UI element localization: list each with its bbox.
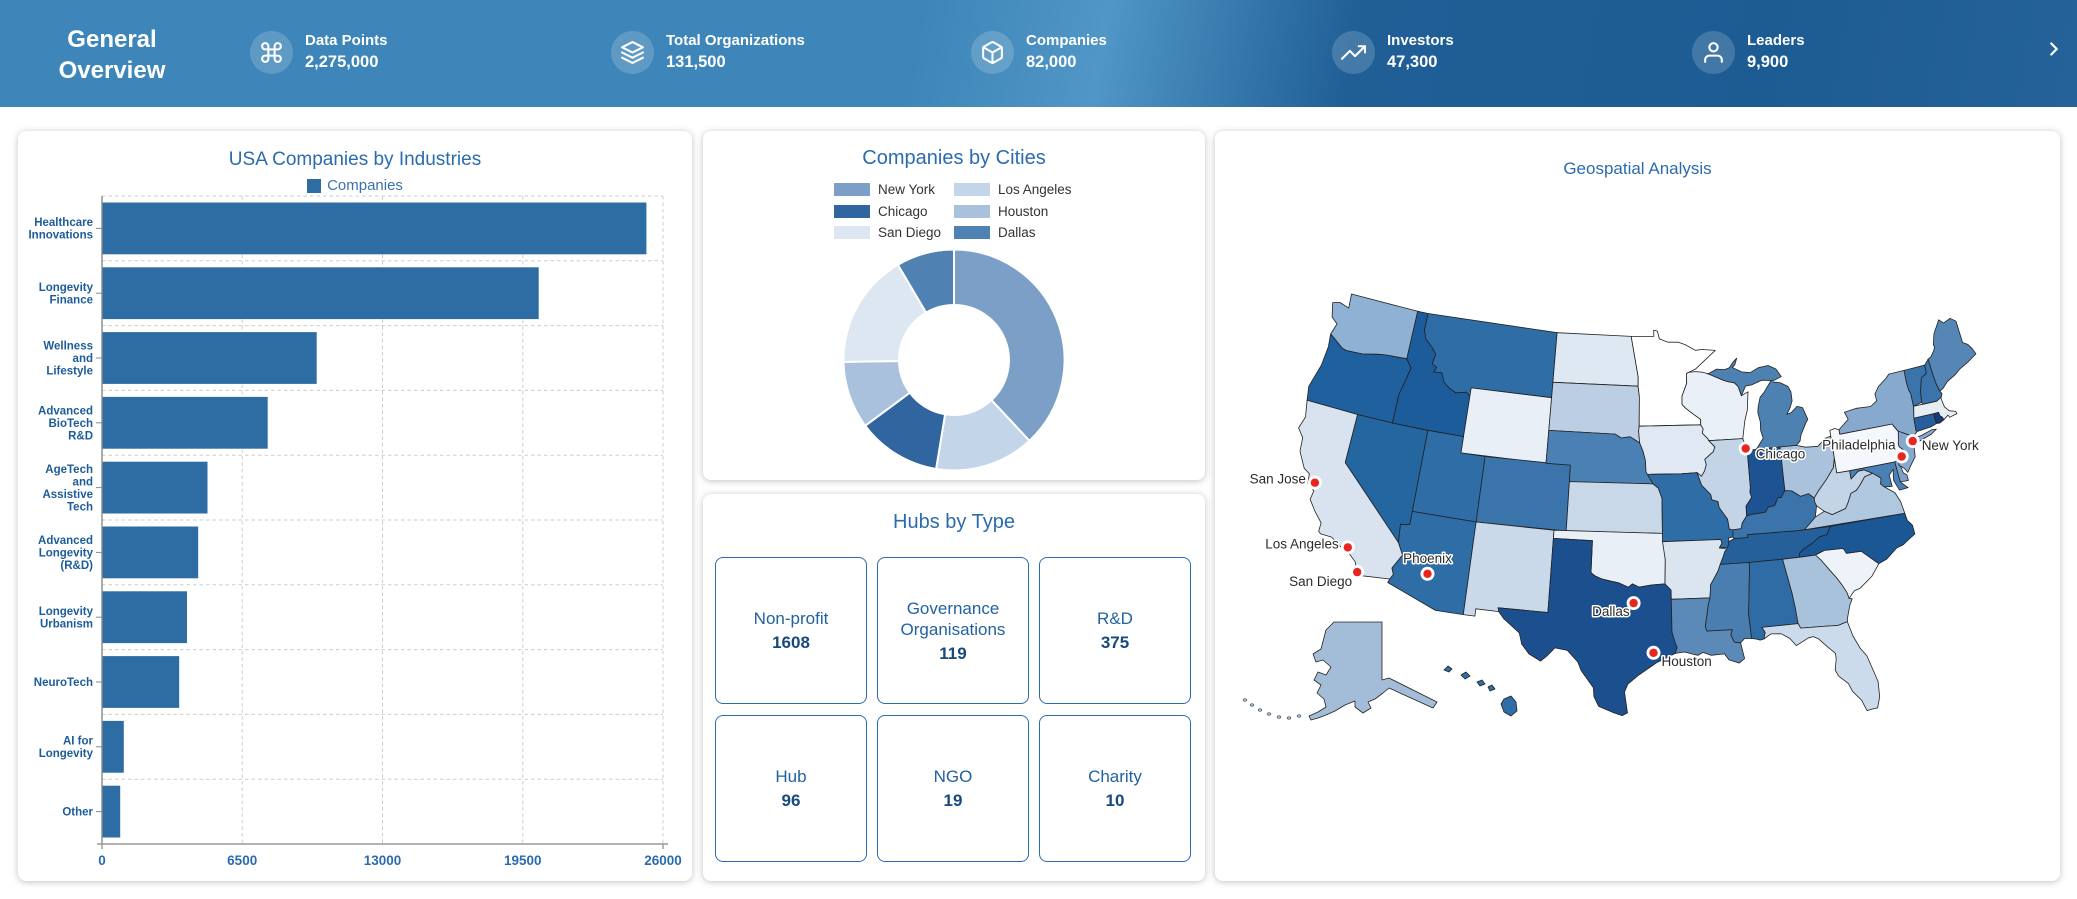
svg-text:0: 0	[98, 853, 106, 868]
svg-text:Chicago: Chicago	[1756, 447, 1806, 462]
svg-text:Philadelphia: Philadelphia	[1822, 438, 1896, 453]
svg-text:Other: Other	[62, 807, 93, 819]
svg-text:AgeTech: AgeTech	[45, 464, 93, 476]
svg-text:Advanced: Advanced	[38, 535, 93, 547]
svg-text:Los Angeles: Los Angeles	[1265, 536, 1339, 551]
svg-text:NeuroTech: NeuroTech	[34, 677, 93, 689]
svg-text:AI for: AI for	[63, 736, 94, 748]
svg-text:Dallas: Dallas	[1592, 604, 1630, 619]
svg-text:(R&D): (R&D)	[60, 560, 93, 572]
svg-text:Tech: Tech	[67, 501, 93, 513]
svg-text:Assistive: Assistive	[42, 489, 93, 501]
svg-text:Lifestyle: Lifestyle	[46, 366, 93, 378]
svg-text:26000: 26000	[644, 853, 682, 868]
svg-text:and: and	[73, 476, 93, 488]
svg-text:Advanced: Advanced	[38, 405, 93, 417]
svg-text:Longevity: Longevity	[39, 547, 94, 559]
svg-text:Innovations: Innovations	[28, 230, 93, 242]
svg-text:and: and	[73, 353, 93, 365]
svg-text:Longevity: Longevity	[39, 282, 94, 294]
svg-text:13000: 13000	[364, 853, 402, 868]
svg-text:Longevity: Longevity	[39, 606, 94, 618]
svg-text:Houston: Houston	[1662, 654, 1712, 669]
svg-text:New York: New York	[1922, 438, 1979, 453]
svg-text:19500: 19500	[504, 853, 542, 868]
svg-text:Phoenix: Phoenix	[1403, 551, 1452, 566]
svg-text:6500: 6500	[227, 853, 257, 868]
svg-text:Finance: Finance	[50, 294, 93, 306]
svg-text:San Jose: San Jose	[1250, 472, 1306, 487]
svg-text:Urbanism: Urbanism	[40, 618, 93, 630]
svg-text:R&D: R&D	[68, 430, 93, 442]
svg-text:San Diego: San Diego	[1289, 574, 1352, 589]
svg-text:Healthcare: Healthcare	[34, 217, 93, 229]
svg-text:Longevity: Longevity	[39, 748, 94, 760]
svg-text:Wellness: Wellness	[43, 341, 93, 353]
svg-text:BioTech: BioTech	[48, 418, 93, 430]
